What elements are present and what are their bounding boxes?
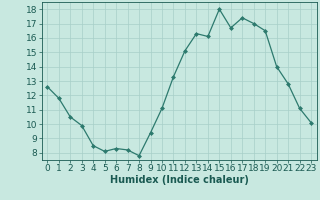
X-axis label: Humidex (Indice chaleur): Humidex (Indice chaleur)	[110, 175, 249, 185]
